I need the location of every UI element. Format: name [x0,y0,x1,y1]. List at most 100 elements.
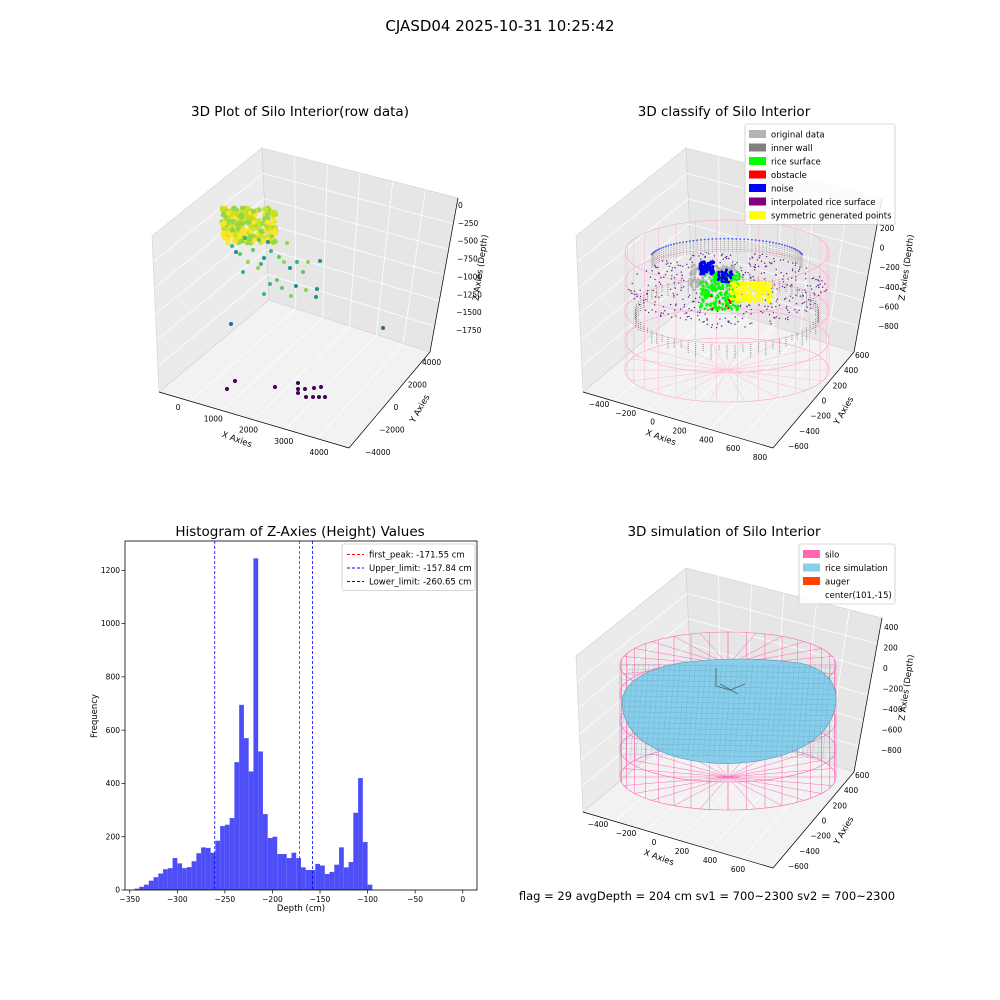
interpolated-surface-point [731,264,733,267]
interpolated-surface-point [822,286,824,288]
interpolated-surface-point [651,270,653,272]
panel4-silo-simulation [619,631,837,811]
status-footer: flag = 29 avgDepth = 204 cm sv1 = 700~23… [519,889,895,903]
interpolated-surface-point [805,267,808,269]
interpolated-surface-point [662,306,665,308]
interpolated-surface-point [771,306,773,308]
silo-wire-spoke [709,338,728,371]
silo-wire-spoke [631,369,728,382]
symmetric-point [763,285,767,289]
interpolated-surface-point [654,301,656,303]
rice-surface-point [718,286,722,290]
rice-surface-mesh [682,663,691,759]
interpolated-surface-point [781,285,784,288]
original-data-point [704,285,708,289]
rice-surface-point [729,279,733,283]
interpolated-surface-point [760,310,762,313]
interpolated-surface-point [769,320,771,322]
interpolated-surface-point [649,276,652,278]
panel4-grid-line [576,593,688,683]
histogram-bar [186,867,192,890]
interpolated-surface-point [674,287,676,289]
legend-swatch [749,197,766,206]
symmetric-point [765,297,769,301]
histogram-bar [272,836,278,890]
interpolated-surface-point [810,300,812,302]
interpolated-surface-point [804,291,807,294]
scatter-point [260,220,266,226]
symmetric-point [749,289,753,293]
interpolated-surface-point [647,311,650,314]
rice-surface-mesh [630,663,639,759]
scatter-point [257,228,264,234]
interpolated-surface-point [749,263,751,266]
original-data-point [724,286,728,290]
legend-label: inner wall [771,144,812,154]
rice-surface-mesh [687,663,696,759]
scatter-point [239,205,245,211]
interpolated-surface-point [813,292,815,294]
interpolated-surface-point [720,254,723,257]
original-data-point [727,267,731,270]
rice-surface-mesh [744,663,753,759]
rice-surface-mesh [770,663,779,759]
interpolated-surface-point [708,253,710,255]
panel2-y-tick: 600 [855,351,870,360]
histogram-bar [267,838,273,890]
scatter-point [289,294,293,298]
scatter-point [241,270,245,274]
rice-surface-mesh [666,663,675,759]
panel2-grid-line [578,198,689,289]
panel4-y-axis-label: Y Axies [832,815,857,848]
interpolated-surface-point [749,265,752,267]
interpolated-surface-point [736,262,738,264]
panel2-y-tick: −400 [799,427,820,436]
panel1-grid-line [156,249,267,341]
panel4-y-tick: 400 [844,786,859,795]
interpolated-surface-point [716,323,719,325]
panel4-x-axis-label: X Axies [642,848,675,868]
panel4-y-axis-line [772,771,855,869]
interpolated-surface-point [795,262,797,264]
histogram-bar [167,868,173,890]
interpolated-surface-point [753,279,755,281]
scatter-point [266,240,270,244]
interpolated-surface-point [705,252,708,254]
interpolated-surface-point [666,260,668,262]
panel4-z-tick: −800 [881,746,902,755]
interpolated-surface-point [808,298,810,301]
interpolated-surface-point [698,301,700,304]
rice-surface-point [712,306,716,309]
scatter-point [312,386,316,390]
original-data-point [690,285,694,289]
interpolated-surface-point [704,255,706,258]
interpolated-surface-point [660,277,662,279]
interpolated-surface-point [707,309,709,311]
interpolated-surface-point [791,268,794,270]
interpolated-surface-point [810,288,813,290]
interpolated-surface-point [802,295,804,297]
symmetric-point [748,297,752,301]
interpolated-surface-point [693,300,695,303]
histogram-bar [339,847,344,890]
interpolated-surface-point [791,269,794,272]
interpolated-surface-point [794,309,796,311]
interpolated-surface-point [670,316,673,318]
interpolated-surface-point [679,264,681,267]
interpolated-surface-point [682,298,684,301]
scatter-point [251,248,255,252]
rice-surface-point [721,302,725,306]
panel2-y-tick: 400 [844,366,859,375]
rice-surface-point [714,289,717,293]
noise-point [720,280,724,284]
rice-surface-point [726,296,730,299]
rice-surface-point [702,284,705,288]
symmetric-point [735,284,739,287]
scatter-point [280,286,284,290]
panel4-z-tick: −400 [882,705,903,714]
histogram-bar [277,854,282,890]
interpolated-surface-point [799,295,802,297]
interpolated-surface-point [772,312,775,314]
scatter-point [256,218,262,224]
panel1-x-tick: 3000 [274,437,293,446]
